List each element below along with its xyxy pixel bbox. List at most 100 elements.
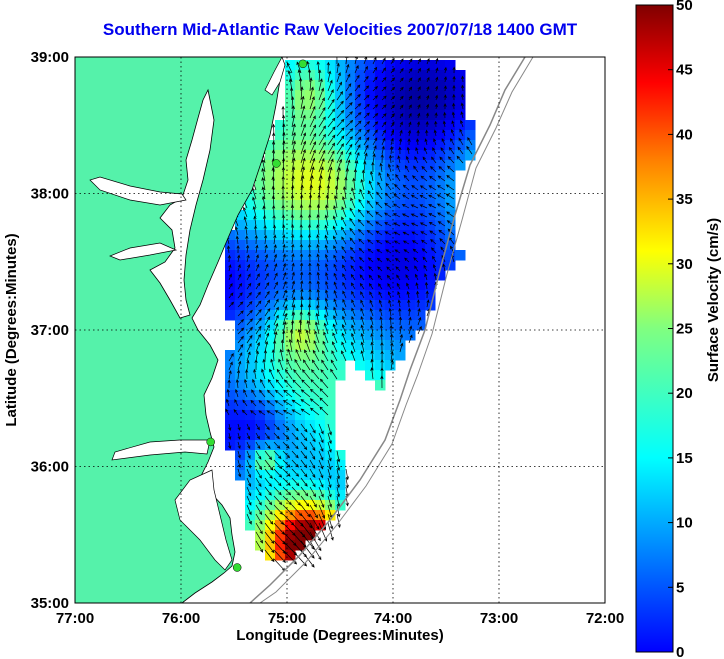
- velocity-arrow: [282, 486, 292, 496]
- velocity-arrow: [404, 165, 410, 173]
- velocity-cell: [315, 200, 326, 211]
- velocity-cell: [445, 190, 456, 201]
- velocity-cell: [315, 140, 326, 151]
- velocity-arrow: [300, 166, 305, 182]
- velocity-cell: [425, 80, 436, 91]
- velocity-cell: [245, 510, 256, 521]
- velocity-cell: [355, 160, 366, 171]
- velocity-arrow: [242, 206, 248, 218]
- velocity-arrow: [291, 175, 295, 191]
- velocity-cell: [255, 230, 266, 241]
- velocity-cell: [315, 370, 326, 381]
- velocity-arrow: [320, 369, 329, 380]
- velocity-arrow: [363, 152, 368, 164]
- velocity-cell: [455, 160, 466, 171]
- velocity-arrow: [423, 264, 428, 272]
- velocity-arrow: [273, 423, 280, 431]
- velocity-arrow: [325, 204, 329, 218]
- velocity-cell: [295, 90, 306, 101]
- map-title: Southern Mid-Atlantic Raw Velocities 200…: [102, 20, 578, 39]
- velocity-arrow: [396, 164, 401, 173]
- velocity-arrow: [273, 253, 278, 263]
- velocity-arrow: [372, 57, 377, 65]
- velocity-arrow: [429, 166, 437, 173]
- velocity-cell: [275, 260, 286, 271]
- velocity-cell: [285, 170, 296, 181]
- velocity-arrow: [324, 253, 329, 263]
- velocity-arrow: [233, 409, 239, 416]
- velocity-arrow: [226, 388, 230, 398]
- velocity-cell: [385, 210, 396, 221]
- velocity-cell: [445, 160, 456, 171]
- velocity-cell: [315, 500, 326, 511]
- velocity-arrow: [291, 495, 302, 506]
- velocity-arrow: [351, 324, 356, 335]
- colorbar-tick-label: 15: [676, 450, 693, 467]
- velocity-cell: [335, 120, 346, 131]
- velocity-arrow: [369, 316, 374, 326]
- velocity-cell: [255, 290, 266, 301]
- velocity-arrow: [399, 129, 403, 137]
- velocity-cell: [395, 120, 406, 131]
- velocity-arrow: [299, 311, 303, 326]
- velocity-arrow: [443, 66, 448, 74]
- velocity-arrow: [255, 477, 262, 488]
- velocity-arrow: [417, 112, 421, 119]
- velocity-cell: [285, 280, 296, 291]
- velocity-arrow: [425, 290, 429, 299]
- velocity-cell: [295, 80, 306, 91]
- velocity-cell: [385, 110, 396, 121]
- velocity-arrow: [309, 504, 318, 519]
- velocity-arrow: [430, 247, 437, 254]
- velocity-arrow: [291, 477, 300, 487]
- velocity-arrow: [402, 184, 410, 191]
- velocity-arrow: [390, 342, 394, 353]
- velocity-cell: [345, 60, 356, 71]
- velocity-cell: [345, 180, 356, 191]
- velocity-arrow: [452, 84, 456, 91]
- velocity-arrow: [368, 274, 374, 281]
- velocity-cell: [305, 180, 316, 191]
- velocity-arrow: [420, 239, 428, 245]
- velocity-arrow: [327, 108, 336, 119]
- velocity-arrow: [274, 389, 284, 398]
- velocity-arrow: [387, 283, 392, 290]
- velocity-cell: [245, 250, 256, 261]
- velocity-arrow: [237, 441, 241, 450]
- velocity-arrow: [300, 123, 306, 137]
- velocity-cell: [285, 340, 296, 351]
- velocity-arrow: [336, 486, 341, 498]
- velocity-cell: [255, 520, 266, 531]
- velocity-cell: [305, 360, 316, 371]
- velocity-cell: [285, 550, 296, 561]
- velocity-arrow: [246, 495, 252, 506]
- velocity-arrow: [274, 410, 284, 416]
- velocity-arrow: [380, 375, 384, 389]
- y-tick-label: 35:00: [31, 595, 69, 612]
- velocity-cell: [265, 150, 276, 161]
- velocity-arrow: [336, 127, 345, 137]
- velocity-cell: [325, 210, 336, 221]
- velocity-cell: [365, 350, 376, 361]
- velocity-arrow: [225, 398, 230, 407]
- velocity-arrow: [363, 94, 370, 101]
- velocity-arrow: [250, 399, 257, 407]
- velocity-arrow: [378, 283, 383, 290]
- velocity-cell: [315, 60, 326, 71]
- velocity-cell: [255, 450, 266, 461]
- velocity-cell: [275, 270, 286, 281]
- velocity-arrow: [450, 128, 455, 137]
- velocity-cell: [455, 90, 466, 101]
- velocity-arrow: [246, 301, 253, 308]
- velocity-cell: [415, 90, 426, 101]
- velocity-arrow: [251, 389, 257, 398]
- velocity-cell: [415, 80, 426, 91]
- velocity-cell: [265, 350, 276, 361]
- velocity-cell: [285, 120, 296, 131]
- velocity-arrow: [407, 129, 412, 137]
- velocity-arrow: [428, 194, 437, 200]
- velocity-arrow: [416, 121, 421, 128]
- velocity-cell: [295, 110, 306, 121]
- velocity-arrow: [377, 274, 383, 281]
- velocity-cell: [295, 300, 306, 311]
